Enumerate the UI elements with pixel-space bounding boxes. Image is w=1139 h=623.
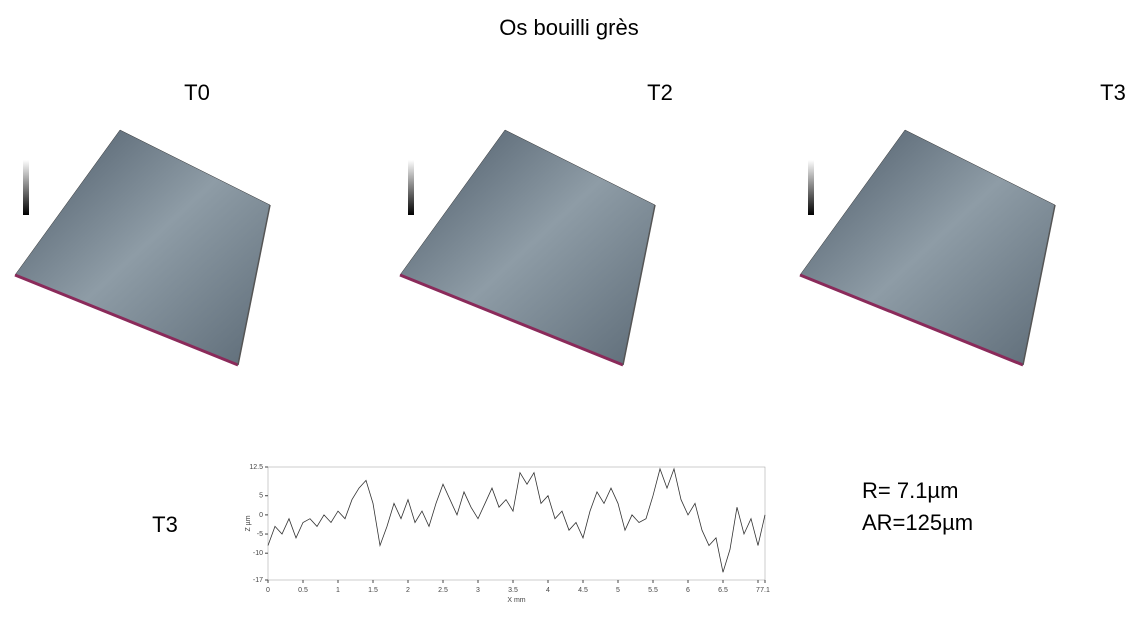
surface-edge [237, 204, 271, 366]
y-tick-label: -17 [253, 577, 263, 584]
x-tick-label: 4.5 [578, 587, 588, 594]
surface-edge [399, 273, 624, 367]
x-tick-label: 1 [336, 587, 340, 594]
x-tick-label: 0.5 [298, 587, 308, 594]
x-tick-label: 1.5 [368, 587, 378, 594]
panel-label: T3 [1100, 80, 1126, 105]
x-tick-label: 7.1 [760, 587, 770, 594]
surface-edge [14, 273, 239, 367]
x-tick-label: 5 [616, 587, 620, 594]
roughness: AR=125µm [862, 510, 973, 535]
x-tick-label: 3.5 [508, 587, 518, 594]
profile-line [267, 467, 766, 573]
surface-image [14, 129, 271, 366]
x-tick-label: 5.5 [648, 587, 658, 594]
x-tick-label: 2 [406, 587, 410, 594]
y-tick-label: -10 [253, 550, 263, 557]
x-tick-label: 0 [266, 587, 270, 594]
surface-edge [799, 273, 1024, 367]
surface-edge [1022, 204, 1056, 366]
y-tick-label: -5 [257, 531, 263, 538]
x-tick-label: 4 [546, 587, 550, 594]
y-tick-label: 5 [259, 493, 263, 500]
plot-frame [267, 466, 766, 581]
x-tick-label: 3 [476, 587, 480, 594]
profile-label: T3 [152, 512, 178, 537]
color-scale [808, 160, 814, 215]
surface-image [399, 129, 656, 366]
panel-label: T2 [647, 80, 673, 105]
title: Os bouilli grès [499, 15, 638, 40]
x-tick-label: 6.5 [718, 587, 728, 594]
surface-edge [622, 204, 656, 366]
x-tick-label: 2.5 [438, 587, 448, 594]
x-tick-label: 7 [756, 587, 760, 594]
y-tick-label: 12.5 [249, 464, 263, 471]
x-axis-label: X mm [507, 597, 525, 604]
y-tick-label: 0 [259, 512, 263, 519]
x-tick-label: 6 [686, 587, 690, 594]
y-axis-label: Z µm [245, 515, 252, 531]
roughness: R= 7.1µm [862, 478, 958, 503]
color-scale [408, 160, 414, 215]
surface-image [799, 129, 1056, 366]
color-scale [23, 160, 29, 215]
panel-label: T0 [184, 80, 210, 105]
